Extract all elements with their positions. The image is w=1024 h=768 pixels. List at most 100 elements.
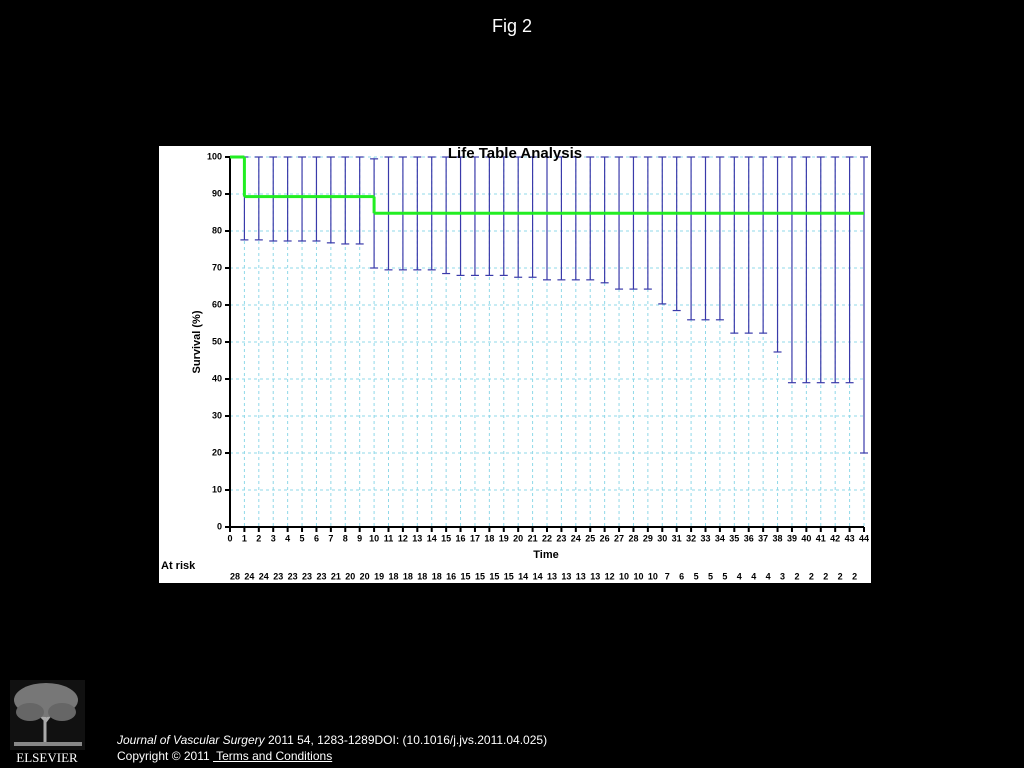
x-tick-label: 1 xyxy=(242,533,247,543)
x-tick-label: 5 xyxy=(300,533,305,543)
x-tick-label: 0 xyxy=(227,533,232,543)
x-tick-label: 10 xyxy=(369,533,379,543)
at-risk-count: 23 xyxy=(288,571,298,581)
y-tick-label: 80 xyxy=(212,225,222,235)
at-risk-count: 4 xyxy=(737,571,742,581)
at-risk-count: 20 xyxy=(360,571,370,581)
at-risk-count: 5 xyxy=(708,571,713,581)
x-tick-label: 7 xyxy=(328,533,333,543)
at-risk-count: 24 xyxy=(259,571,269,581)
at-risk-count: 13 xyxy=(576,571,586,581)
x-tick-label: 41 xyxy=(816,533,826,543)
copyright-line: Copyright © 2011 Terms and Conditions xyxy=(117,749,332,763)
y-tick-label: 30 xyxy=(212,410,222,420)
at-risk-count: 16 xyxy=(446,571,456,581)
at-risk-count: 15 xyxy=(504,571,514,581)
at-risk-count: 13 xyxy=(561,571,571,581)
journal-name: Journal of Vascular Surgery xyxy=(117,733,265,747)
at-risk-count: 13 xyxy=(547,571,557,581)
at-risk-count: 4 xyxy=(766,571,771,581)
x-tick-label: 38 xyxy=(773,533,783,543)
at-risk-count: 10 xyxy=(633,571,643,581)
at-risk-count: 21 xyxy=(331,571,341,581)
x-tick-label: 11 xyxy=(384,533,394,543)
at-risk-count: 14 xyxy=(533,571,543,581)
y-tick-label: 40 xyxy=(212,373,222,383)
y-tick-label: 60 xyxy=(212,299,222,309)
at-risk-count: 14 xyxy=(518,571,528,581)
y-tick-label: 100 xyxy=(207,151,222,161)
x-tick-label: 42 xyxy=(830,533,840,543)
at-risk-count: 10 xyxy=(648,571,658,581)
x-tick-label: 6 xyxy=(314,533,319,543)
x-tick-label: 3 xyxy=(271,533,276,543)
y-axis-label: Survival (%) xyxy=(191,310,203,373)
x-tick-label: 27 xyxy=(614,533,624,543)
x-tick-label: 18 xyxy=(484,533,494,543)
x-tick-label: 43 xyxy=(845,533,855,543)
at-risk-count: 24 xyxy=(244,571,254,581)
at-risk-count: 2 xyxy=(823,571,828,581)
x-tick-label: 12 xyxy=(398,533,408,543)
at-risk-count: 10 xyxy=(619,571,629,581)
citation-text: 2011 54, 1283-1289DOI: (10.1016/j.jvs.20… xyxy=(264,733,548,747)
chart-background xyxy=(159,146,871,583)
at-risk-label: At risk xyxy=(161,560,196,572)
x-tick-label: 9 xyxy=(357,533,362,543)
x-tick-label: 19 xyxy=(499,533,509,543)
y-tick-label: 10 xyxy=(212,484,222,494)
at-risk-count: 6 xyxy=(679,571,684,581)
at-risk-count: 18 xyxy=(432,571,442,581)
x-tick-label: 39 xyxy=(787,533,797,543)
x-tick-label: 14 xyxy=(427,533,437,543)
x-tick-label: 33 xyxy=(700,533,710,543)
at-risk-count: 19 xyxy=(374,571,384,581)
at-risk-count: 18 xyxy=(388,571,398,581)
at-risk-count: 4 xyxy=(751,571,756,581)
x-tick-label: 26 xyxy=(600,533,610,543)
at-risk-count: 3 xyxy=(780,571,785,581)
x-tick-label: 25 xyxy=(585,533,595,543)
citation: Journal of Vascular Surgery 2011 54, 128… xyxy=(117,733,547,747)
at-risk-count: 2 xyxy=(838,571,843,581)
at-risk-count: 2 xyxy=(809,571,814,581)
x-tick-label: 13 xyxy=(412,533,422,543)
slide-title: Fig 2 xyxy=(492,16,532,36)
y-tick-label: 50 xyxy=(212,336,222,346)
x-axis-label: Time xyxy=(533,549,558,561)
x-tick-label: 35 xyxy=(729,533,739,543)
x-tick-label: 20 xyxy=(513,533,523,543)
x-tick-label: 16 xyxy=(456,533,466,543)
logo-text: ELSEVIER xyxy=(16,750,78,765)
x-tick-label: 44 xyxy=(859,533,869,543)
x-tick-label: 21 xyxy=(528,533,538,543)
at-risk-count: 23 xyxy=(273,571,283,581)
y-tick-label: 20 xyxy=(212,447,222,457)
at-risk-count: 28 xyxy=(230,571,240,581)
y-tick-label: 0 xyxy=(217,521,222,531)
publisher-logo: ELSEVIER xyxy=(10,680,85,765)
at-risk-count: 23 xyxy=(316,571,326,581)
terms-link[interactable]: Terms and Conditions xyxy=(213,749,333,763)
at-risk-count: 15 xyxy=(489,571,499,581)
x-tick-label: 2 xyxy=(256,533,261,543)
at-risk-count: 7 xyxy=(665,571,670,581)
at-risk-count: 5 xyxy=(722,571,727,581)
at-risk-count: 12 xyxy=(605,571,615,581)
x-tick-label: 23 xyxy=(556,533,566,543)
x-tick-label: 24 xyxy=(571,533,581,543)
at-risk-count: 2 xyxy=(794,571,799,581)
x-tick-label: 37 xyxy=(758,533,768,543)
copyright: Copyright © 2011 xyxy=(117,749,214,763)
at-risk-count: 5 xyxy=(694,571,699,581)
at-risk-count: 18 xyxy=(417,571,427,581)
x-tick-label: 36 xyxy=(744,533,754,543)
x-tick-label: 28 xyxy=(628,533,638,543)
x-tick-label: 8 xyxy=(343,533,348,543)
x-tick-label: 15 xyxy=(441,533,451,543)
at-risk-count: 2 xyxy=(852,571,857,581)
x-tick-label: 32 xyxy=(686,533,696,543)
y-tick-label: 70 xyxy=(212,262,222,272)
